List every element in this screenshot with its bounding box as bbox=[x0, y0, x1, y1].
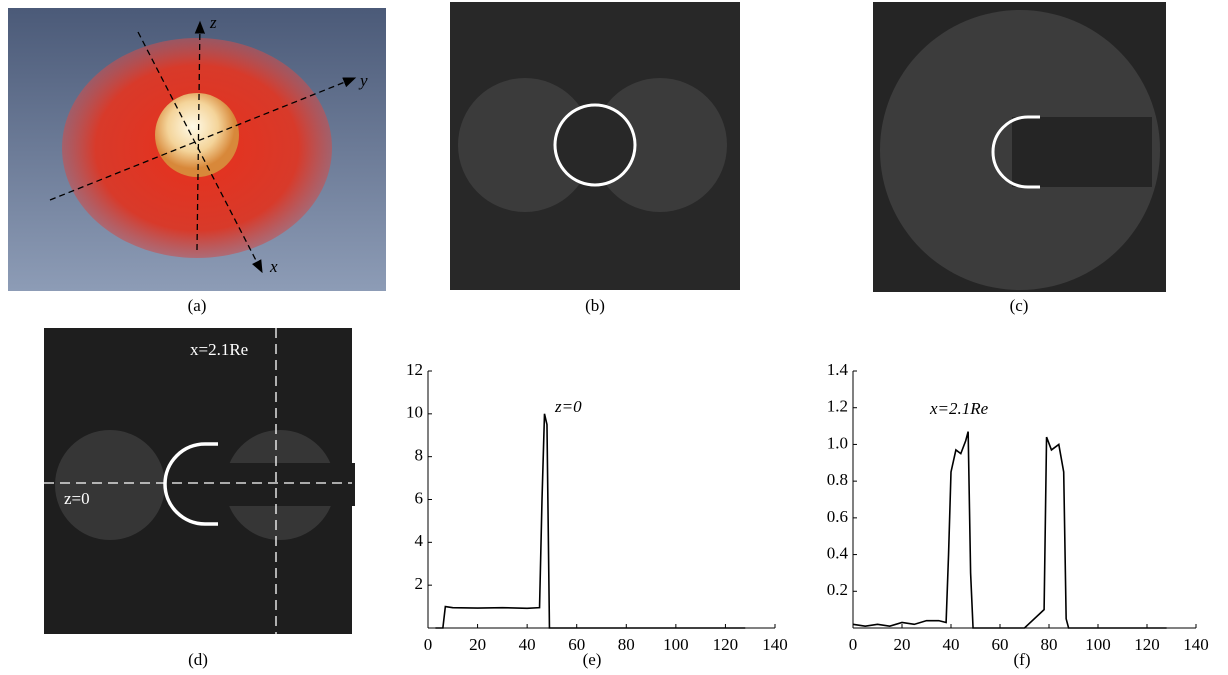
panel-label: (b) bbox=[585, 296, 605, 315]
cut-label: z=0 bbox=[64, 489, 90, 508]
x-tick-label: 120 bbox=[713, 635, 739, 654]
panel-d: x=2.1Re z=0 bbox=[44, 328, 355, 634]
x-tick-label: 120 bbox=[1134, 635, 1160, 654]
data-line bbox=[435, 414, 745, 628]
x-tick-label: 140 bbox=[1183, 635, 1209, 654]
ring bbox=[555, 105, 635, 185]
x-tick-label: 40 bbox=[519, 635, 536, 654]
y-tick-label: 8 bbox=[415, 446, 424, 465]
y-tick-label: 12 bbox=[406, 360, 423, 379]
lobe bbox=[55, 430, 165, 540]
y-tick-label: 1.2 bbox=[827, 397, 848, 416]
x-tick-label: 40 bbox=[943, 635, 960, 654]
x-tick-label: 80 bbox=[1041, 635, 1058, 654]
x-tick-label: 80 bbox=[618, 635, 635, 654]
y-tick-label: 1.4 bbox=[827, 360, 849, 379]
panel-label: (d) bbox=[188, 650, 208, 669]
slot bbox=[205, 463, 355, 506]
y-tick-label: 4 bbox=[415, 531, 424, 550]
y-tick-label: 10 bbox=[406, 403, 423, 422]
y-tick-label: 0.2 bbox=[827, 580, 848, 599]
x-tick-label: 100 bbox=[1085, 635, 1111, 654]
axis-label: z bbox=[209, 13, 217, 32]
x-tick-label: 20 bbox=[894, 635, 911, 654]
x-tick-label: 60 bbox=[992, 635, 1009, 654]
y-tick-label: 0.4 bbox=[827, 543, 849, 562]
panel-a: z y x bbox=[8, 8, 386, 291]
x-tick-label: 0 bbox=[424, 635, 433, 654]
panel-label: (c) bbox=[1010, 296, 1029, 315]
cut-label: x=2.1Re bbox=[190, 340, 248, 359]
axis-label: y bbox=[358, 71, 368, 90]
y-tick-label: 6 bbox=[415, 488, 424, 507]
panel-label: (a) bbox=[188, 296, 207, 315]
y-tick-label: 0.8 bbox=[827, 470, 848, 489]
panel-b bbox=[450, 2, 740, 290]
axis-label: x bbox=[269, 257, 278, 276]
slot bbox=[1012, 117, 1152, 187]
x-tick-label: 20 bbox=[469, 635, 486, 654]
figure: z y x x=2.1Re z=0 (a) (b) (c) (d) ( bbox=[0, 0, 1228, 675]
y-tick-label: 0.6 bbox=[827, 507, 848, 526]
sphere bbox=[155, 93, 239, 177]
y-tick-label: 2 bbox=[415, 574, 424, 593]
panel-label: (f) bbox=[1014, 650, 1031, 669]
x-tick-label: 0 bbox=[849, 635, 858, 654]
x-tick-label: 60 bbox=[568, 635, 585, 654]
x-tick-label: 140 bbox=[762, 635, 788, 654]
y-tick-label: 1.0 bbox=[827, 433, 848, 452]
panel-label: (e) bbox=[583, 650, 602, 669]
panel-c bbox=[873, 2, 1166, 292]
data-line bbox=[853, 432, 1167, 628]
annotation: x=2.1Re bbox=[929, 399, 989, 418]
annotation: z=0 bbox=[554, 397, 582, 416]
x-tick-label: 100 bbox=[663, 635, 689, 654]
